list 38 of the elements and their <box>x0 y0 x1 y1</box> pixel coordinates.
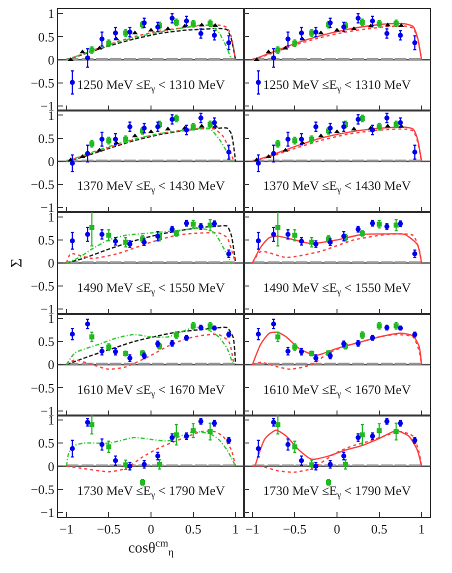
annotation: 1370 MeV ≤E$_{γ}$ < 1430 MeV <box>263 178 412 195</box>
y-tick-label: 0 <box>48 154 54 169</box>
y-tick-label: 0 <box>48 256 54 271</box>
y-tick-label: −0.5 <box>30 75 54 90</box>
x-tick-label: 0 <box>334 522 340 537</box>
annotation: 1250 MeV ≤E$_{γ}$ < 1310 MeV <box>263 77 412 94</box>
annotation: 1490 MeV ≤E$_{γ}$ < 1550 MeV <box>263 280 412 297</box>
y-tick-label: 0 <box>48 357 54 372</box>
x-tick-label: −0.5 <box>282 522 307 537</box>
x-tick-label: −0.5 <box>96 522 121 537</box>
annotation: 1610 MeV ≤E$_{γ}$ < 1670 MeV <box>263 382 412 399</box>
x-tick-label: −1 <box>60 522 74 537</box>
annotation: 1370 MeV ≤E$_{γ}$ < 1430 MeV <box>77 178 226 195</box>
annotation: 1250 MeV ≤E$_{γ}$ < 1310 MeV <box>77 77 226 94</box>
x-tick-label: −1 <box>246 522 260 537</box>
y-tick-label: −0.5 <box>30 177 54 192</box>
y-tick-label: 0.5 <box>38 232 54 248</box>
x-tick-label: 0.5 <box>185 522 202 537</box>
y-tick-label: 1 <box>48 6 54 22</box>
y-axis-title: Σ <box>8 258 26 268</box>
annotation: 1730 MeV ≤E$_{γ}$ < 1790 MeV <box>263 483 412 500</box>
y-tick-label: −0.5 <box>30 278 54 294</box>
annotation: 1730 MeV ≤E$_{γ}$ < 1790 MeV <box>77 483 226 500</box>
y-tick-label: 0.5 <box>38 130 54 146</box>
x-tick-label: 0 <box>148 522 154 537</box>
x-tick-label: 1 <box>232 522 239 537</box>
y-tick-label: 0.5 <box>38 436 54 451</box>
y-tick-label: 0.5 <box>38 29 54 44</box>
y-tick-label: 0.5 <box>38 334 54 350</box>
annotation: 1490 MeV ≤E$_{γ}$ < 1550 MeV <box>77 280 226 297</box>
annotation: 1610 MeV ≤E$_{γ}$ < 1670 MeV <box>77 382 226 399</box>
y-tick-label: −1 <box>40 504 54 520</box>
y-tick-label: 0 <box>48 52 54 68</box>
y-tick-label: −0.5 <box>30 482 54 497</box>
x-tick-label: 0.5 <box>371 522 388 537</box>
y-tick-label: −0.5 <box>30 380 54 396</box>
x-tick-label: 1 <box>418 522 425 537</box>
y-tick-label: 0 <box>48 458 54 474</box>
